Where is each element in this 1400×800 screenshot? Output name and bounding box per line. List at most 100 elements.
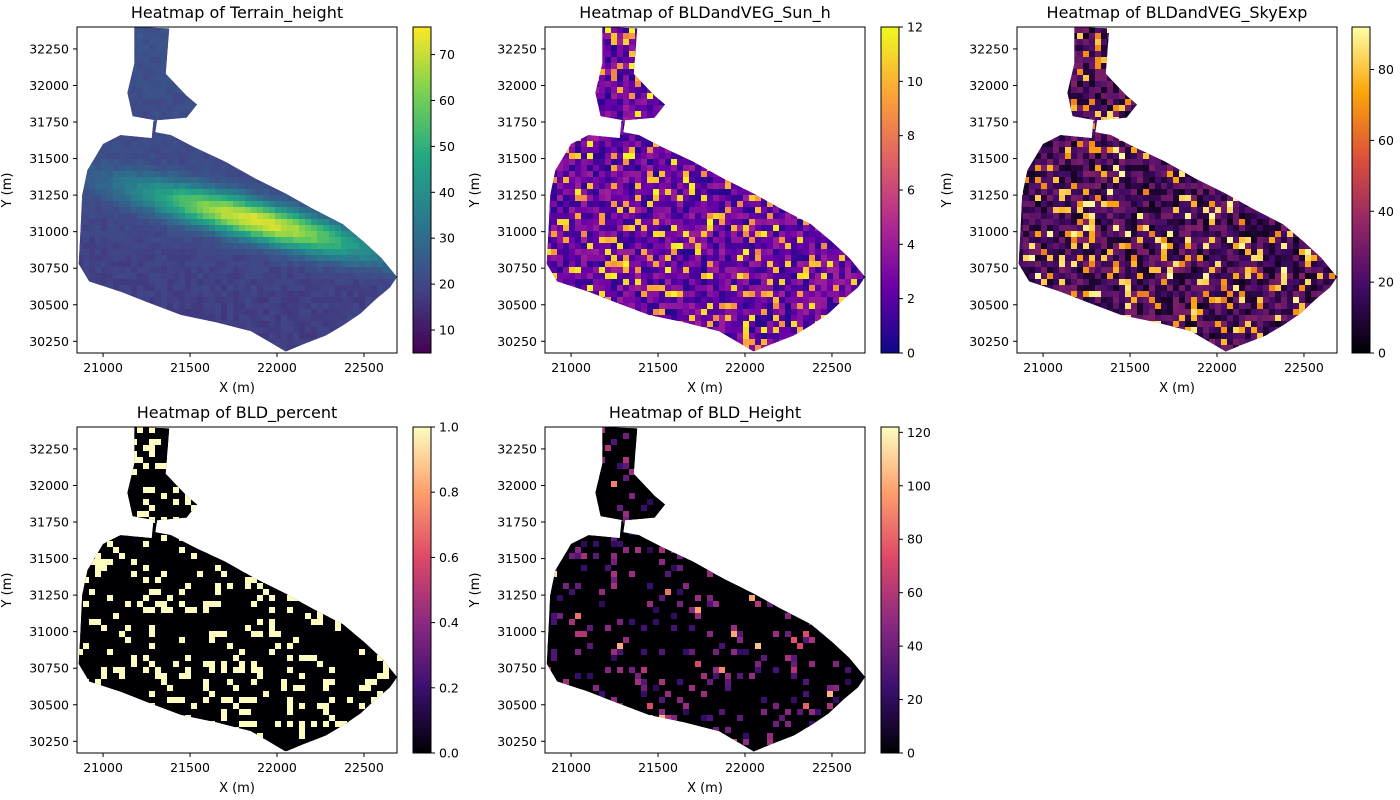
x-axis-label: X (m) <box>687 381 723 396</box>
heatmap-field <box>78 427 397 752</box>
colorbar-tick-label: 6 <box>907 183 915 198</box>
chart-title: Heatmap of BLD_percent <box>137 403 338 423</box>
colorbar <box>880 26 900 354</box>
colorbar-tick-label: 60 <box>907 585 923 600</box>
y-tick-label: 32250 <box>497 41 537 56</box>
x-tick-label: 22500 <box>344 360 384 375</box>
colorbar-tick-label: 50 <box>439 139 455 154</box>
colorbar-tick-label: 10 <box>439 323 455 338</box>
heatmap-field <box>546 27 865 352</box>
y-tick-label: 30500 <box>29 297 69 312</box>
x-tick-label: 22000 <box>725 360 765 375</box>
y-tick-label: 31500 <box>497 151 537 166</box>
colorbar-tick-label: 20 <box>907 692 923 707</box>
x-tick-label: 21000 <box>1023 360 1063 375</box>
colorbar-tick-label: 40 <box>1378 204 1394 219</box>
y-tick-label: 30500 <box>29 697 69 712</box>
axes-frame <box>544 426 866 754</box>
panel-2: Heatmap of BLDandVEG_Sun_h 21000 21500 2200… <box>468 3 923 396</box>
y-tick-label: 32250 <box>29 441 69 456</box>
y-tick-label: 30500 <box>497 697 537 712</box>
chart-title: Heatmap of Terrain_height <box>131 3 343 23</box>
colorbar-tick-label: 1.0 <box>439 420 459 435</box>
heatmap-field <box>1018 27 1337 352</box>
colorbar-tick-label: 40 <box>907 639 923 654</box>
heatmap-field <box>78 27 397 352</box>
x-tick-label: 21500 <box>170 760 210 775</box>
colorbar-tick-label: 70 <box>439 47 455 62</box>
x-tick-label: 22500 <box>812 760 852 775</box>
colorbar-tick-label: 60 <box>1378 133 1394 148</box>
colorbar-tick-label: 0 <box>1378 346 1386 361</box>
chart-title: Heatmap of BLDandVEG_SkyExp <box>1047 3 1308 23</box>
axes-frame <box>1016 26 1338 354</box>
colorbar-tick-label: 30 <box>439 231 455 246</box>
axes-frame <box>544 26 866 354</box>
colorbar <box>412 426 432 754</box>
y-tick-label: 31000 <box>29 624 69 639</box>
x-axis-label: X (m) <box>687 781 723 796</box>
axes-frame <box>76 426 398 754</box>
y-tick-label: 30750 <box>497 661 537 676</box>
y-tick-label: 31250 <box>497 188 537 203</box>
colorbar-tick-label: 0 <box>907 746 915 761</box>
x-tick-label: 21500 <box>638 360 678 375</box>
panel-3: Heatmap of BLDandVEG_SkyExp 21000 21500 220… <box>940 3 1394 396</box>
y-tick-label: 31000 <box>969 224 1009 239</box>
x-axis-label: X (m) <box>219 781 255 796</box>
x-tick-label: 22000 <box>257 360 297 375</box>
y-tick-label: 31250 <box>29 588 69 603</box>
y-tick-label: 30250 <box>29 734 69 749</box>
x-tick-label: 22500 <box>344 760 384 775</box>
colorbar-tick-label: 0.2 <box>439 680 459 695</box>
colorbar-tick-label: 20 <box>439 277 455 292</box>
axes-frame <box>76 26 398 354</box>
colorbar-tick-label: 0.0 <box>439 746 459 761</box>
y-axis-label: Y (m) <box>468 173 483 209</box>
colorbar-tick-label: 60 <box>439 93 455 108</box>
y-tick-label: 31250 <box>497 588 537 603</box>
colorbar-tick-label: 100 <box>907 478 931 493</box>
y-tick-label: 31750 <box>29 515 69 530</box>
colorbar-tick-label: 0 <box>907 346 915 361</box>
colorbar-tick-label: 40 <box>439 185 455 200</box>
y-tick-label: 30750 <box>497 261 537 276</box>
y-tick-label: 31750 <box>497 115 537 130</box>
panel-1: Heatmap of Terrain_height 21000 21500 22000… <box>0 3 455 396</box>
x-tick-label: 21000 <box>551 360 591 375</box>
panel-4: Heatmap of BLD_percent 21000 21500 22000 225… <box>0 403 459 796</box>
y-tick-label: 30750 <box>29 661 69 676</box>
colorbar-tick-label: 80 <box>907 532 923 547</box>
y-tick-label: 32000 <box>29 78 69 93</box>
colorbar <box>412 26 432 354</box>
x-axis-label: X (m) <box>219 381 255 396</box>
chart-title: Heatmap of BLD_Height <box>609 403 801 423</box>
colorbar-tick-label: 120 <box>907 425 931 440</box>
x-tick-label: 22000 <box>257 760 297 775</box>
y-tick-label: 30500 <box>497 297 537 312</box>
colorbar-tick-label: 0.8 <box>439 485 459 500</box>
y-tick-label: 31500 <box>969 151 1009 166</box>
y-tick-label: 31750 <box>497 515 537 530</box>
x-tick-label: 22000 <box>725 760 765 775</box>
x-tick-label: 22500 <box>1284 360 1324 375</box>
y-tick-label: 32250 <box>497 441 537 456</box>
colorbar-tick-label: 20 <box>1378 275 1394 290</box>
y-tick-label: 30250 <box>29 334 69 349</box>
x-tick-label: 21500 <box>638 760 678 775</box>
y-tick-label: 30250 <box>969 334 1009 349</box>
colorbar-tick-label: 2 <box>907 291 915 306</box>
y-tick-label: 32250 <box>29 41 69 56</box>
y-tick-label: 31000 <box>497 224 537 239</box>
y-tick-label: 32000 <box>29 478 69 493</box>
y-axis-label: Y (m) <box>468 573 483 609</box>
colorbar <box>880 426 900 754</box>
x-tick-label: 22000 <box>1197 360 1237 375</box>
y-tick-label: 31000 <box>29 224 69 239</box>
heatmap-field <box>546 427 865 752</box>
x-tick-label: 21500 <box>170 360 210 375</box>
colorbar <box>1351 26 1371 354</box>
y-tick-label: 32250 <box>969 41 1009 56</box>
colorbar-tick-label: 10 <box>907 74 923 89</box>
